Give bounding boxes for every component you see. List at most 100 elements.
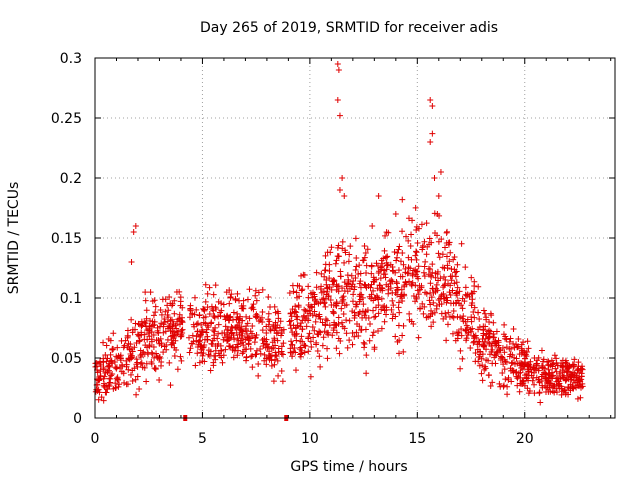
data-point [205,324,212,331]
data-point [280,340,287,347]
data-point [289,329,296,336]
data-point [408,256,415,263]
data-point [191,323,198,330]
data-point [564,365,571,372]
data-point [289,341,296,348]
data-point [507,335,514,342]
data-point [451,254,458,261]
data-point [403,233,410,240]
data-point [175,328,182,335]
data-point [453,299,460,306]
data-point [303,323,310,330]
data-point [312,318,319,325]
data-point [541,369,548,376]
data-point [168,333,175,340]
data-point [286,289,293,296]
data-point [177,333,184,340]
data-point [389,278,396,285]
data-point [571,370,578,377]
data-point [550,372,557,379]
data-point [329,308,336,315]
data-point [324,355,331,362]
data-point [385,229,392,236]
data-point [432,285,439,292]
data-point [240,297,247,304]
data-point [148,358,155,365]
data-point [209,341,216,348]
data-point [305,348,312,355]
data-point [172,322,179,329]
data-point [440,284,447,291]
data-point [313,284,320,291]
data-point [311,327,318,334]
data-point [287,345,294,352]
data-point [368,295,375,302]
data-point [146,327,153,334]
data-point [255,360,262,367]
data-point [126,356,133,363]
data-point [202,281,209,288]
data-point [325,329,332,336]
data-point [514,375,521,382]
data-point [156,340,163,347]
data-point [515,370,522,377]
data-point [298,287,305,294]
data-point [457,347,464,354]
data-point [326,268,333,275]
data-point [223,289,230,296]
data-point [567,376,574,383]
data-point [189,310,196,317]
data-point [415,275,422,282]
data-point [493,328,500,335]
data-point [248,305,255,312]
data-point [307,338,314,345]
data-point [405,254,412,261]
data-point [346,337,353,344]
data-point [127,371,134,378]
data-point [207,367,214,374]
data-point [328,286,335,293]
data-point [431,210,438,217]
data-point [168,316,175,323]
data-point [113,375,120,382]
data-point [255,289,262,296]
data-point [485,334,492,341]
data-point [447,291,454,298]
data-point [293,289,300,296]
data-point [426,297,433,304]
data-point [569,382,576,389]
data-point [382,254,389,261]
data-point [124,334,131,341]
data-point [409,217,416,224]
data-point [313,269,320,276]
data-point [152,309,159,316]
data-point [165,307,172,314]
data-point [97,372,104,379]
data-point [517,369,524,376]
data-point [290,288,297,295]
data-point [362,314,369,321]
data-point [317,363,324,370]
data-point [408,282,415,289]
data-point [234,352,241,359]
data-point [164,336,171,343]
data-point [406,310,413,317]
data-point [319,342,326,349]
data-point [470,339,477,346]
data-point [481,366,488,373]
data-point [271,361,278,368]
data-point [531,381,538,388]
data-point [405,215,412,222]
data-point [335,242,342,249]
data-point [486,318,493,325]
data-point [454,313,461,320]
data-point [415,225,422,232]
data-point [143,315,150,322]
data-point [361,242,368,249]
data-point [194,328,201,335]
data-point [150,343,157,350]
data-point [143,378,150,385]
data-point [161,315,168,322]
data-point [164,318,171,325]
data-point [531,390,538,397]
